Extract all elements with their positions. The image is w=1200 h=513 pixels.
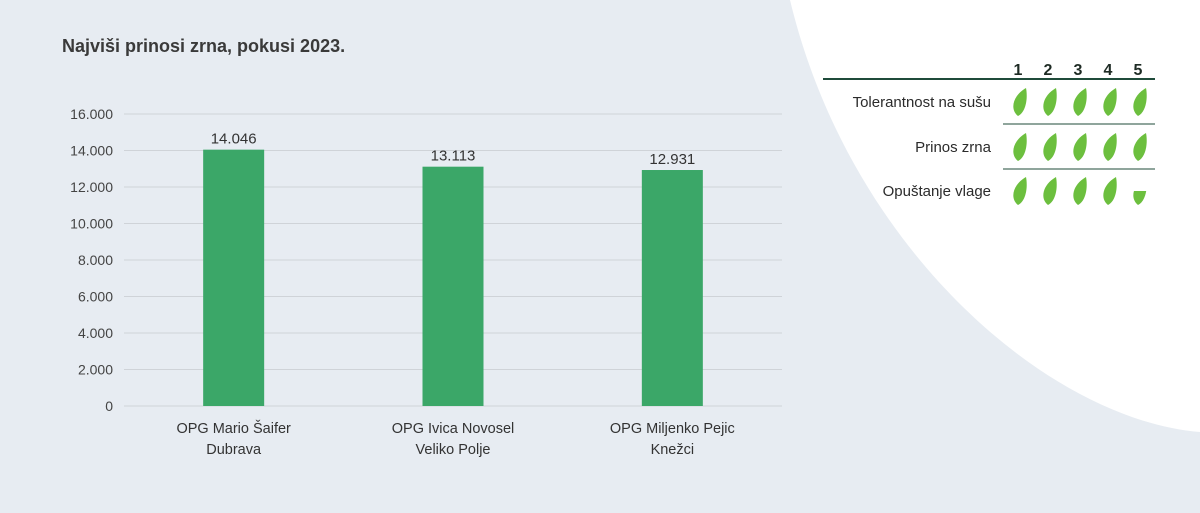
- y-tick-label: 8.000: [78, 252, 113, 268]
- y-tick-label: 14.000: [70, 143, 113, 159]
- leaf-icon: [1043, 133, 1057, 161]
- bar: [422, 166, 484, 406]
- leaf-icon: [1013, 177, 1027, 205]
- leaf-shape: [1043, 133, 1057, 161]
- scale-label: 1: [1014, 62, 1023, 79]
- leaf-icon: [1043, 177, 1057, 205]
- chart-title: Najviši prinosi zrna, pokusi 2023.: [62, 36, 346, 56]
- leaf-icon: [1073, 88, 1087, 116]
- leaf-shape: [1073, 133, 1087, 161]
- leaf-shape: [1013, 177, 1027, 205]
- scale-label: 4: [1104, 62, 1113, 79]
- leaf-shape: [1073, 88, 1087, 116]
- leaf-icon: [1133, 133, 1147, 161]
- y-tick-label: 0: [105, 398, 113, 414]
- leaf-icon: [1043, 88, 1057, 116]
- leaf-icon: [1133, 191, 1147, 205]
- rating-row-label: Opuštanje vlage: [883, 183, 991, 200]
- leaf-icon: [1073, 177, 1087, 205]
- rating-row-label: Tolerantnost na sušu: [853, 94, 991, 111]
- bar-chart: 0 2.000 4.000 6.000 8.000 10.000 12.000 14.000 1…: [70, 106, 782, 458]
- y-tick-label: 12.000: [70, 179, 113, 195]
- leaf-shape: [1103, 177, 1117, 205]
- data-label: 12.931: [649, 151, 695, 168]
- y-tick-label: 10.000: [70, 216, 113, 232]
- scale-label: 5: [1134, 62, 1143, 79]
- y-tick-label: 16.000: [70, 106, 113, 122]
- leaf-shape: [1103, 133, 1117, 161]
- leaf-icon: [1103, 88, 1117, 116]
- leaf-icon: [1073, 133, 1087, 161]
- leaf-shape: [1133, 133, 1147, 161]
- leaf-icon: [1013, 133, 1027, 161]
- x-tick-label: Knežci: [651, 442, 695, 458]
- leaf-shape: [1133, 88, 1147, 116]
- y-tick-label: 6.000: [78, 289, 113, 305]
- scale-label: 3: [1074, 62, 1083, 79]
- rating-row-label: Prinos zrna: [915, 139, 992, 156]
- y-tick-label: 2.000: [78, 362, 113, 378]
- y-tick-label: 4.000: [78, 325, 113, 341]
- leaf-shape: [1073, 177, 1087, 205]
- bar: [203, 149, 265, 406]
- leaf-shape: [1133, 191, 1147, 205]
- leaf-shape: [1043, 177, 1057, 205]
- leaf-icon: [1103, 133, 1117, 161]
- data-label: 13.113: [431, 148, 476, 165]
- x-tick-label: OPG Miljenko Pejic: [610, 421, 735, 437]
- scale-label: 2: [1044, 62, 1053, 79]
- leaf-shape: [1013, 133, 1027, 161]
- x-tick-label: OPG Ivica Novosel: [392, 421, 515, 437]
- bar: [641, 170, 703, 406]
- leaf-icon: [1103, 177, 1117, 205]
- x-tick-label: OPG Mario Šaifer: [176, 420, 291, 437]
- leaf-shape: [1013, 88, 1027, 116]
- data-label: 14.046: [211, 131, 257, 148]
- x-tick-label: Veliko Polje: [416, 442, 491, 458]
- leaf-shape: [1103, 88, 1117, 116]
- leaf-shape: [1043, 88, 1057, 116]
- leaf-icon: [1133, 88, 1147, 116]
- x-tick-label: Dubrava: [206, 442, 262, 458]
- leaf-icon: [1013, 88, 1027, 116]
